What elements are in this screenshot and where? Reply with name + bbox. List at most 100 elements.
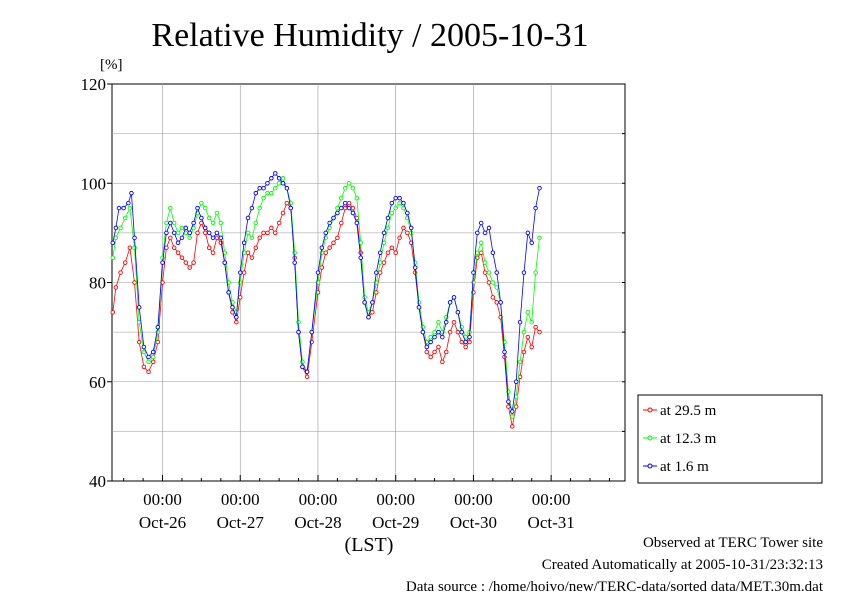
data-point (272, 171, 278, 176)
data-point (168, 220, 173, 226)
data-point (529, 319, 534, 325)
data-point (276, 176, 282, 181)
data-point (265, 180, 270, 186)
data-point (339, 220, 344, 226)
data-point (214, 210, 220, 216)
data-point (362, 300, 367, 305)
x-tick-date: Oct-29 (372, 513, 419, 532)
data-point (150, 359, 156, 365)
data-point (257, 205, 262, 211)
data-point (467, 339, 472, 345)
data-point (370, 310, 375, 315)
data-point (206, 230, 212, 236)
y-tick-label: 40 (89, 472, 106, 491)
data-point (416, 305, 422, 310)
data-point (210, 235, 216, 241)
data-point (249, 255, 255, 260)
data-point (401, 225, 406, 231)
data-point (436, 344, 441, 350)
series-line (112, 177, 540, 417)
data-point (319, 265, 325, 270)
x-tick-time: 00:00 (532, 490, 571, 509)
y-tick-label: 60 (89, 373, 106, 392)
legend-label: at 1.6 m (660, 459, 709, 475)
data-point (132, 280, 137, 285)
data-point (171, 230, 177, 236)
x-axis-label: (LST) (345, 534, 394, 556)
data-point (354, 220, 360, 226)
data-point (199, 200, 204, 206)
data-point (272, 230, 278, 236)
data-point (459, 329, 465, 335)
data-point (203, 225, 208, 231)
series-1 (110, 176, 542, 419)
data-point (175, 250, 181, 255)
data-point (397, 200, 402, 206)
data-point (471, 270, 476, 275)
data-point (432, 349, 437, 355)
data-point (222, 260, 227, 265)
data-point (171, 220, 177, 226)
legend-label: at 12.3 m (660, 431, 717, 447)
data-point (537, 329, 542, 335)
data-point (385, 250, 391, 255)
y-tick-label: 100 (81, 174, 107, 193)
data-point (455, 329, 461, 335)
data-point (428, 354, 433, 360)
data-point (350, 185, 356, 191)
data-point (218, 235, 224, 241)
data-point (269, 225, 274, 231)
data-point (475, 230, 480, 236)
data-point (187, 265, 192, 270)
data-point (428, 334, 433, 340)
data-point (241, 270, 247, 275)
data-point (486, 225, 492, 231)
data-point (164, 245, 169, 251)
y-tick-label: 80 (89, 274, 106, 293)
data-point (296, 319, 301, 325)
data-point (122, 260, 128, 265)
data-point (374, 270, 379, 275)
series-layer (110, 171, 542, 429)
data-point (237, 270, 243, 275)
data-point (195, 205, 200, 211)
data-point (331, 240, 336, 246)
data-point (475, 255, 480, 260)
data-point (284, 185, 290, 191)
data-point (206, 245, 212, 251)
data-point (428, 339, 433, 345)
data-point (116, 205, 122, 211)
data-point (482, 270, 488, 275)
data-point (335, 210, 340, 216)
data-point (160, 260, 165, 265)
data-point (494, 285, 500, 290)
data-point (210, 220, 216, 226)
data-point (513, 404, 519, 409)
data-point (261, 185, 266, 191)
data-point (304, 369, 310, 375)
data-point (463, 344, 468, 350)
data-point (315, 270, 321, 275)
data-point (440, 334, 445, 340)
data-point (521, 270, 527, 275)
data-point (284, 200, 290, 206)
x-tick-time: 00:00 (143, 490, 182, 509)
data-point (296, 329, 301, 335)
data-point (436, 329, 441, 335)
data-point (459, 339, 465, 345)
data-point (269, 190, 274, 196)
data-point (409, 225, 414, 231)
data-point (346, 205, 352, 211)
data-point (146, 369, 151, 375)
data-point (118, 225, 123, 231)
data-point (168, 235, 173, 241)
y-axis-unit: [%] (100, 57, 123, 73)
x-tick-date: Oct-26 (139, 513, 186, 532)
data-point (203, 230, 208, 236)
grid (112, 84, 625, 481)
data-point (475, 250, 480, 255)
data-point (179, 255, 185, 260)
data-point (405, 210, 410, 216)
data-point (136, 339, 142, 345)
